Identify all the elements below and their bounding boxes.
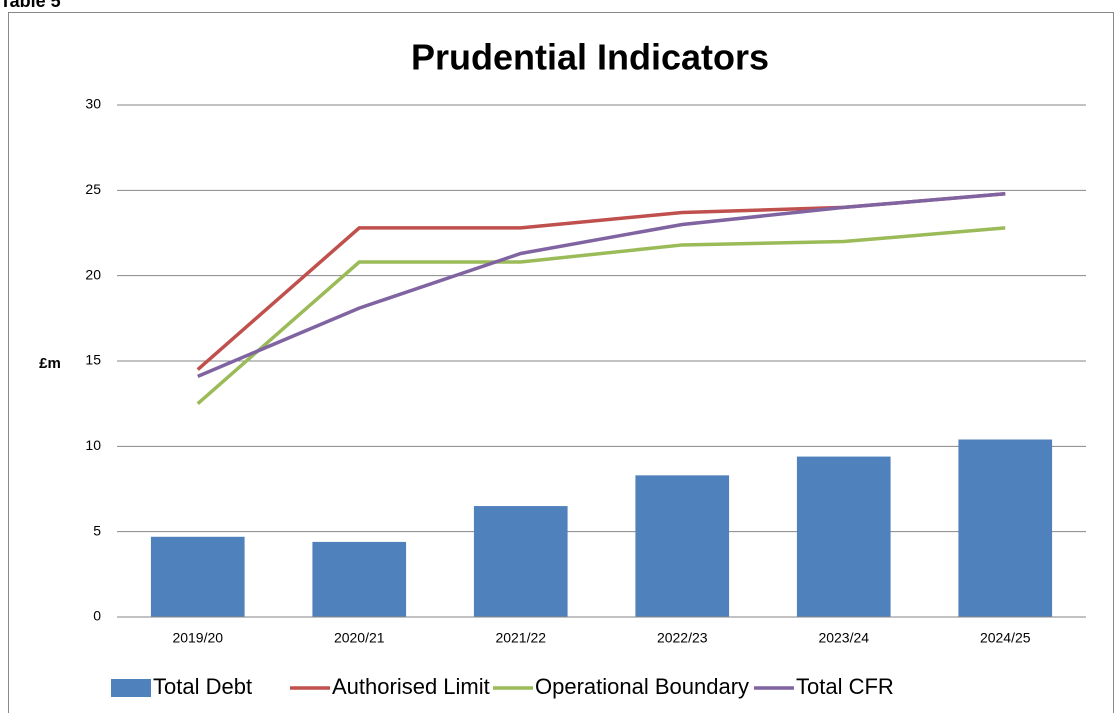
legend-label: Operational Boundary (535, 674, 749, 699)
legend-label: Authorised Limit (332, 674, 490, 699)
y-tick-label: 20 (85, 266, 101, 282)
y-tick-label: 25 (85, 181, 101, 197)
page-label: Table 5 (0, 0, 61, 11)
line (197, 192, 1006, 378)
x-tick-label: 2024/25 (980, 630, 1031, 646)
chart-border (8, 12, 1114, 713)
legend-label: Total CFR (796, 674, 894, 699)
x-tick-label: 2022/23 (657, 630, 708, 646)
y-axis-label: £m (39, 355, 61, 372)
bar (150, 536, 245, 617)
line (196, 226, 1006, 405)
bar (312, 541, 407, 617)
bar (473, 506, 568, 617)
y-tick-label: 30 (85, 96, 101, 112)
bar (635, 475, 730, 617)
legend-swatch (111, 679, 151, 697)
bar (796, 456, 891, 617)
y-tick-label: 0 (93, 608, 101, 624)
legend-label: Total Debt (153, 674, 252, 699)
chart-title: Prudential Indicators (411, 37, 769, 78)
bar (958, 439, 1053, 617)
x-tick-label: 2023/24 (818, 630, 869, 646)
y-tick-label: 10 (85, 437, 101, 453)
x-tick-label: 2019/20 (172, 630, 223, 646)
y-tick-label: 5 (93, 522, 101, 538)
x-tick-label: 2020/21 (334, 630, 385, 646)
line (196, 192, 1006, 371)
y-tick-label: 15 (85, 352, 101, 368)
x-tick-label: 2021/22 (495, 630, 546, 646)
